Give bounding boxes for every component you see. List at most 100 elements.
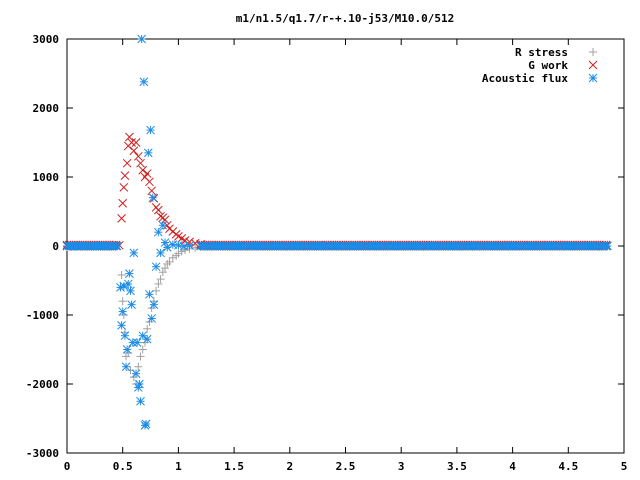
data-point <box>120 171 130 180</box>
data-point <box>136 158 145 168</box>
y-tick-label: 0 <box>52 240 59 253</box>
data-point <box>117 320 126 330</box>
data-point <box>151 262 161 272</box>
data-point <box>136 352 145 361</box>
data-point <box>131 369 141 379</box>
data-point <box>123 279 133 289</box>
data-point <box>165 257 174 266</box>
axes: 0 0.5 1 1.5 2 2.5 3 3.5 4 4.5 5 3000 2000 1000 0 -1000 -… <box>26 33 627 473</box>
data-point <box>118 198 128 208</box>
data-point <box>131 138 141 147</box>
x-tick-label: 0.5 <box>113 460 133 473</box>
data-point <box>147 186 157 196</box>
data-point <box>139 77 149 87</box>
data-point <box>134 362 143 371</box>
data-point <box>174 240 183 250</box>
data-point <box>138 331 148 341</box>
data-point <box>146 125 155 135</box>
data-point <box>117 270 126 279</box>
data-point <box>133 383 143 392</box>
data-point <box>145 289 154 299</box>
legend-label: Acoustic flux <box>482 72 568 85</box>
data-point <box>138 165 148 175</box>
data-point <box>126 286 135 296</box>
data-point <box>172 251 181 260</box>
data-point <box>132 338 142 347</box>
data-point <box>118 307 128 316</box>
legend-marker <box>588 73 598 83</box>
data-point <box>185 241 194 251</box>
data-point <box>122 352 131 361</box>
data-point <box>158 268 167 277</box>
data-point <box>117 214 126 223</box>
data-point <box>138 345 147 354</box>
data-point <box>137 34 146 44</box>
y-tick-label: -3000 <box>26 447 59 460</box>
legend-label: G work <box>528 59 568 72</box>
y-tick-label: -1000 <box>26 309 59 322</box>
legend-label: R stress <box>515 46 568 59</box>
x-tick-label: 0 <box>64 460 71 473</box>
data-point <box>153 227 163 237</box>
data-point <box>154 279 163 288</box>
data-point <box>156 248 165 258</box>
data-point <box>142 334 152 344</box>
data-point <box>149 300 159 310</box>
data-point <box>156 275 165 284</box>
data-point <box>148 193 158 203</box>
data-point <box>121 362 131 372</box>
data-point <box>125 269 134 278</box>
data-point <box>158 220 168 230</box>
data-point <box>133 151 143 161</box>
data-point <box>125 132 134 142</box>
data-point <box>142 169 152 178</box>
data-point <box>174 249 183 258</box>
data-point <box>118 297 127 306</box>
x-tick-label: 3.5 <box>447 460 467 473</box>
data-point <box>143 324 152 333</box>
data-point <box>129 146 139 156</box>
x-tick-label: 4.5 <box>558 460 578 473</box>
data-point <box>153 205 163 215</box>
data-point <box>111 241 121 251</box>
series-acoustic-flux <box>62 34 612 430</box>
y-tick-label: 2000 <box>33 102 60 115</box>
data-point <box>122 345 132 354</box>
x-tick-label: 3 <box>398 460 405 473</box>
data-point <box>127 138 136 147</box>
x-tick-label: 2 <box>286 460 293 473</box>
data-point <box>147 314 157 323</box>
data-point <box>120 331 130 341</box>
legend-marker <box>588 60 598 70</box>
x-tick-label: 5 <box>621 460 628 473</box>
data-marks <box>62 34 612 430</box>
data-point <box>122 158 132 168</box>
data-point <box>129 248 139 258</box>
data-point <box>116 283 125 292</box>
data-point <box>119 182 129 192</box>
data-point <box>136 396 145 406</box>
y-tick-label: 3000 <box>33 33 60 46</box>
y-tick-label: 1000 <box>33 171 60 184</box>
data-point <box>127 300 136 310</box>
data-point <box>156 211 165 221</box>
series-g-work <box>62 132 612 251</box>
data-point <box>141 419 151 429</box>
data-point <box>161 264 170 273</box>
x-tick-label: 2.5 <box>336 460 356 473</box>
x-tick-label: 1.5 <box>224 460 244 473</box>
x-tick-label: 4 <box>509 460 516 473</box>
data-point <box>145 177 154 187</box>
data-point <box>163 259 172 268</box>
data-point <box>135 379 144 389</box>
legend-marker <box>589 48 597 56</box>
series-r-stress <box>63 242 612 388</box>
chart-title: m1/n1.5/q1.7/r-+.10-j53/M10.0/512 <box>236 12 455 25</box>
data-point <box>143 148 153 158</box>
x-tick-label: 1 <box>175 460 182 473</box>
data-point <box>601 241 611 251</box>
y-tick-label: -2000 <box>26 378 59 391</box>
data-point <box>168 253 177 262</box>
